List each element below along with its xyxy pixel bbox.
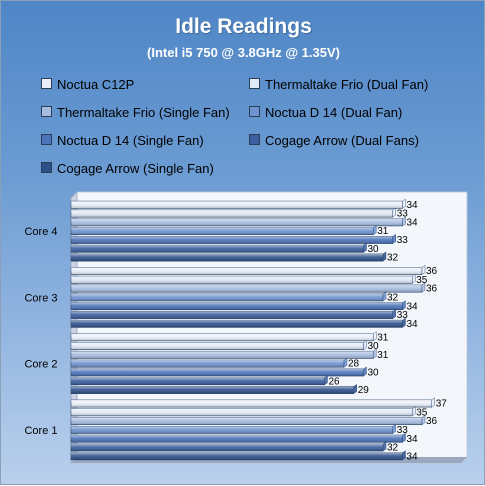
bar-value-label: 32 bbox=[387, 253, 399, 264]
legend-swatch bbox=[41, 134, 52, 145]
legend-item-frio-dual: Thermaltake Frio (Dual Fan) bbox=[249, 77, 428, 92]
bar bbox=[70, 366, 367, 377]
legend-label: Cogage Arrow (Single Fan) bbox=[57, 161, 214, 176]
legend-swatch bbox=[41, 106, 52, 117]
category-label: Core 3 bbox=[24, 292, 57, 304]
bar-value-label: 36 bbox=[426, 284, 438, 295]
bar-value-label: 34 bbox=[407, 301, 419, 312]
bar bbox=[70, 216, 406, 227]
bar-value-label: 28 bbox=[348, 359, 360, 370]
bar bbox=[70, 309, 396, 319]
category-label: Core 4 bbox=[24, 226, 57, 238]
bar-value-label: 30 bbox=[368, 341, 380, 352]
legend-swatch bbox=[249, 78, 260, 89]
bar bbox=[70, 300, 406, 311]
category-label: Core 2 bbox=[24, 359, 57, 371]
category-label: Core 1 bbox=[24, 425, 57, 437]
bar-value-label: 34 bbox=[407, 434, 419, 445]
legend-label: Cogage Arrow (Dual Fans) bbox=[265, 133, 419, 148]
chart-subtitle: (Intel i5 750 @ 3.8GHz @ 1.35V) bbox=[147, 45, 340, 60]
bar-value-label: 33 bbox=[397, 235, 409, 246]
bar-value-label: 34 bbox=[407, 200, 419, 211]
bar bbox=[70, 357, 348, 368]
chart-title: Idle Readings bbox=[175, 15, 312, 38]
bar-value-label: 34 bbox=[407, 451, 419, 462]
bar bbox=[70, 273, 416, 284]
bar-value-label: 36 bbox=[426, 266, 438, 277]
bar-value-label: 30 bbox=[368, 368, 380, 379]
bar-value-label: 32 bbox=[387, 292, 399, 303]
bar-value-label: 33 bbox=[397, 310, 409, 321]
bar-value-label: 29 bbox=[358, 385, 370, 396]
bar-value-label: 31 bbox=[377, 350, 389, 361]
legend-item-d14-single: Noctua D 14 (Single Fan) bbox=[41, 133, 204, 148]
bar bbox=[70, 406, 416, 417]
legend-label: Thermaltake Frio (Single Fan) bbox=[57, 105, 230, 120]
bar bbox=[70, 441, 387, 452]
bar-value-label: 31 bbox=[377, 332, 389, 343]
bar bbox=[70, 348, 377, 359]
legend-swatch bbox=[41, 78, 52, 89]
bar bbox=[70, 384, 357, 394]
bar-value-label: 31 bbox=[377, 226, 389, 237]
bar-value-label: 30 bbox=[368, 244, 380, 255]
bar bbox=[70, 198, 406, 209]
bar bbox=[70, 233, 396, 244]
bar bbox=[70, 415, 426, 426]
legend-item-arrow-dual: Cogage Arrow (Dual Fans) bbox=[249, 133, 419, 148]
bar bbox=[70, 242, 367, 253]
bar-value-label: 36 bbox=[426, 416, 438, 427]
bar bbox=[70, 397, 435, 408]
bar-value-label: 33 bbox=[397, 209, 409, 220]
bar-value-label: 34 bbox=[407, 217, 419, 228]
legend-swatch bbox=[249, 134, 260, 145]
bar-value-label: 37 bbox=[436, 399, 448, 410]
legend-item-arrow-single: Cogage Arrow (Single Fan) bbox=[41, 161, 214, 176]
bar bbox=[70, 225, 377, 236]
bar-value-label: 32 bbox=[387, 443, 399, 454]
bar bbox=[70, 251, 387, 262]
bar bbox=[70, 331, 377, 342]
legend-item-d14-dual: Noctua D 14 (Dual Fan) bbox=[249, 105, 402, 120]
bar-value-label: 33 bbox=[397, 425, 409, 436]
bar bbox=[70, 317, 406, 328]
legend-label: Noctua D 14 (Single Fan) bbox=[57, 133, 204, 148]
legend-swatch bbox=[41, 162, 52, 173]
legend-label: Noctua D 14 (Dual Fan) bbox=[265, 105, 403, 120]
legend-label: Thermaltake Frio (Dual Fan) bbox=[265, 77, 429, 92]
legend-swatch bbox=[249, 106, 260, 117]
bar bbox=[70, 450, 406, 461]
bar bbox=[70, 432, 406, 443]
bar bbox=[70, 207, 396, 218]
legend-item-frio-single: Thermaltake Frio (Single Fan) bbox=[41, 105, 230, 120]
bar-value-label: 35 bbox=[416, 275, 428, 286]
bar bbox=[70, 265, 426, 275]
bar-value-label: 35 bbox=[416, 407, 428, 418]
bar bbox=[70, 282, 426, 293]
bar-value-label: 26 bbox=[329, 376, 341, 387]
bar-value-label: 34 bbox=[407, 319, 419, 330]
legend-label: Noctua C12P bbox=[57, 77, 135, 92]
bar bbox=[70, 291, 387, 302]
bar bbox=[70, 423, 396, 434]
bar bbox=[70, 375, 328, 386]
legend-item-noctua-c12p: Noctua C12P bbox=[41, 77, 134, 92]
bar bbox=[70, 340, 367, 350]
